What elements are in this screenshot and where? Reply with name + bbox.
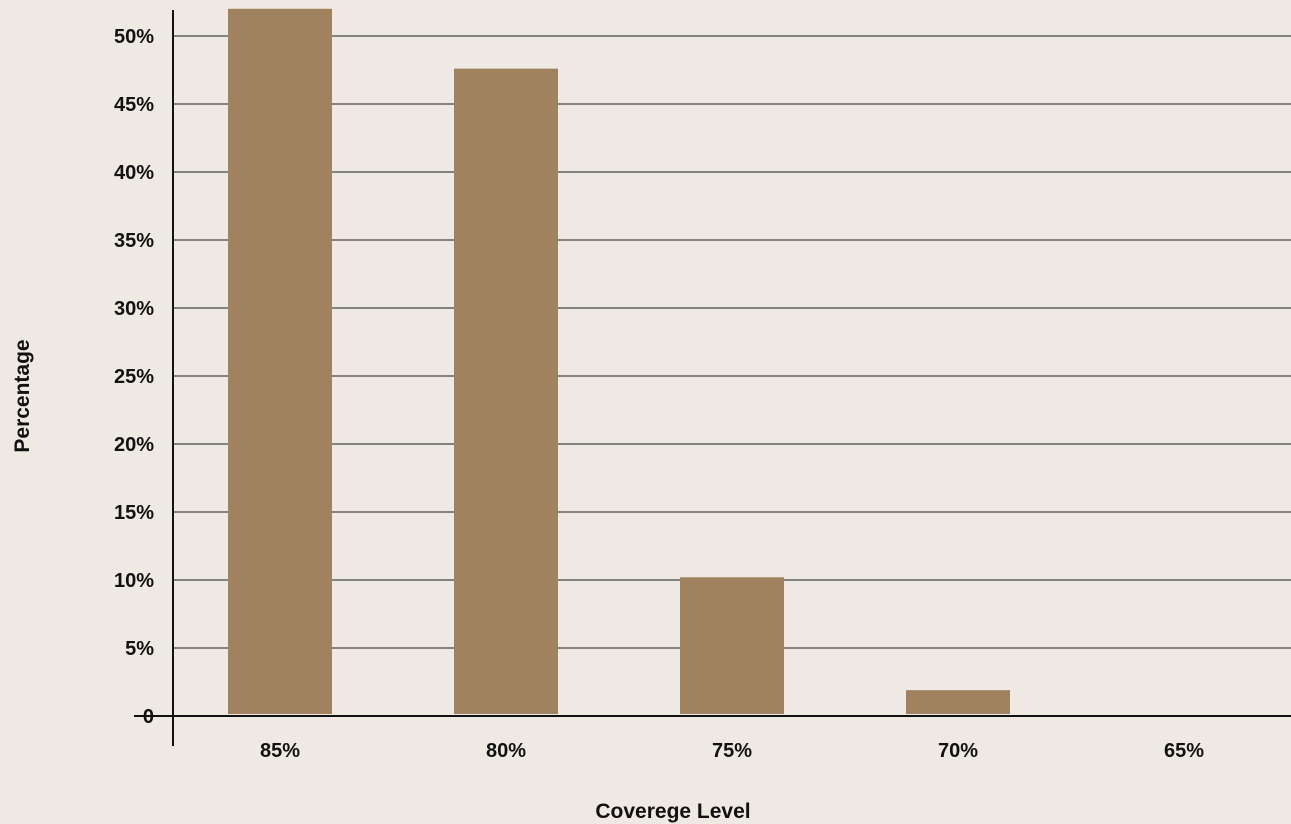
grid-lines — [173, 35, 1291, 649]
y-axis-title: Percentage — [11, 339, 34, 452]
y-tick-label: 5% — [125, 638, 154, 660]
y-tick-labels: 0 5% 10% 15% 20% 25% 30% 35% 40% 45% 50% — [114, 26, 154, 728]
x-tick-label: 85% — [260, 740, 300, 762]
x-tick-labels: 85% 80% 75% 70% 65% — [260, 740, 1204, 762]
x-tick-label: 65% — [1164, 740, 1204, 762]
bar-70pct — [906, 690, 1010, 714]
y-tick-label: 0 — [143, 706, 154, 728]
y-tick-label: 40% — [114, 162, 154, 184]
x-axis-title: Coverege Level — [595, 800, 750, 823]
y-tick-label: 35% — [114, 230, 154, 252]
bar-75pct — [680, 577, 784, 714]
y-tick-label: 50% — [114, 26, 154, 48]
x-tick-label: 75% — [712, 740, 752, 762]
bars — [228, 8, 1010, 715]
bar-85pct — [228, 8, 332, 715]
y-tick-label: 30% — [114, 298, 154, 320]
axes — [134, 10, 1291, 746]
x-tick-label: 70% — [938, 740, 978, 762]
y-tick-label: 20% — [114, 434, 154, 456]
x-tick-label: 80% — [486, 740, 526, 762]
y-tick-label: 45% — [114, 94, 154, 116]
bar-80pct — [454, 68, 558, 714]
y-tick-label: 15% — [114, 502, 154, 524]
y-tick-label: 25% — [114, 366, 154, 388]
y-tick-label: 10% — [114, 570, 154, 592]
